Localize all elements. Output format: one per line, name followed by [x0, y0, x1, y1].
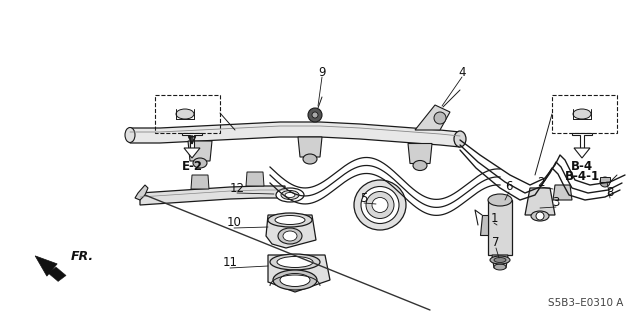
- Circle shape: [600, 177, 610, 187]
- Polygon shape: [140, 186, 285, 205]
- Bar: [600, 177, 610, 182]
- Polygon shape: [48, 267, 66, 281]
- Ellipse shape: [125, 128, 135, 143]
- Ellipse shape: [573, 109, 591, 119]
- Polygon shape: [188, 141, 212, 161]
- Polygon shape: [184, 148, 200, 158]
- Ellipse shape: [285, 192, 295, 197]
- Text: FR.: FR.: [70, 249, 93, 263]
- Text: 6: 6: [505, 181, 513, 194]
- Ellipse shape: [275, 216, 305, 225]
- Ellipse shape: [283, 231, 297, 241]
- Polygon shape: [572, 133, 592, 148]
- Polygon shape: [574, 148, 590, 158]
- Text: B-4: B-4: [571, 160, 593, 173]
- Ellipse shape: [281, 190, 299, 199]
- Ellipse shape: [413, 160, 427, 170]
- Ellipse shape: [372, 197, 388, 212]
- Circle shape: [434, 112, 446, 124]
- Text: E-2: E-2: [182, 160, 202, 174]
- Ellipse shape: [193, 158, 207, 168]
- Ellipse shape: [277, 256, 313, 268]
- Bar: [552, 95, 617, 133]
- Ellipse shape: [354, 180, 406, 230]
- Polygon shape: [246, 172, 264, 186]
- Text: 8: 8: [606, 187, 614, 199]
- Text: 10: 10: [227, 217, 241, 229]
- Polygon shape: [268, 255, 330, 292]
- Text: 2: 2: [537, 175, 545, 189]
- Ellipse shape: [531, 211, 549, 221]
- Polygon shape: [525, 188, 555, 215]
- Polygon shape: [492, 255, 508, 268]
- Text: 9: 9: [318, 65, 326, 78]
- Circle shape: [312, 112, 318, 118]
- Circle shape: [308, 108, 322, 122]
- Text: B-4-1: B-4-1: [564, 170, 600, 183]
- Polygon shape: [191, 175, 209, 189]
- Ellipse shape: [361, 187, 399, 224]
- Ellipse shape: [270, 254, 320, 270]
- Ellipse shape: [303, 154, 317, 164]
- Ellipse shape: [273, 270, 317, 290]
- Text: 7: 7: [492, 236, 500, 249]
- Polygon shape: [130, 122, 460, 147]
- Text: 12: 12: [230, 182, 244, 195]
- Text: 5: 5: [360, 191, 368, 204]
- Text: 11: 11: [223, 256, 237, 270]
- Ellipse shape: [454, 131, 466, 147]
- Text: 1: 1: [490, 211, 498, 225]
- Ellipse shape: [276, 188, 304, 202]
- Polygon shape: [266, 215, 316, 248]
- Ellipse shape: [490, 256, 510, 264]
- Polygon shape: [135, 185, 148, 200]
- Ellipse shape: [488, 194, 512, 206]
- Polygon shape: [480, 215, 488, 235]
- Text: S5B3–E0310 A: S5B3–E0310 A: [548, 298, 623, 308]
- Text: 4: 4: [458, 65, 466, 78]
- Polygon shape: [35, 256, 57, 276]
- Bar: [155, 95, 220, 133]
- Ellipse shape: [494, 257, 506, 263]
- Ellipse shape: [278, 228, 302, 244]
- Ellipse shape: [280, 273, 310, 286]
- Ellipse shape: [176, 109, 194, 119]
- Ellipse shape: [268, 213, 312, 227]
- Polygon shape: [408, 144, 432, 164]
- Ellipse shape: [494, 264, 506, 270]
- Ellipse shape: [366, 191, 394, 219]
- Polygon shape: [553, 185, 572, 200]
- Polygon shape: [415, 105, 450, 130]
- Text: 3: 3: [552, 196, 560, 209]
- Polygon shape: [298, 137, 322, 157]
- Polygon shape: [182, 133, 202, 148]
- Polygon shape: [488, 200, 512, 255]
- Circle shape: [536, 212, 544, 220]
